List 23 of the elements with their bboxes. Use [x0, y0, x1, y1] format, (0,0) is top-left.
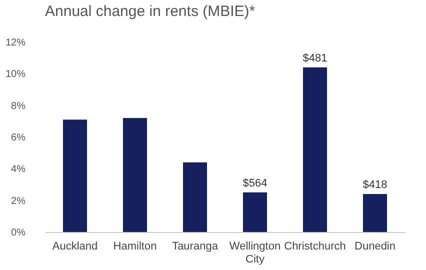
y-tick-label: 4%	[11, 164, 26, 176]
bar	[243, 192, 267, 232]
x-tick-label: Auckland	[52, 240, 98, 252]
x-tick-label: Hamilton	[113, 240, 157, 252]
annotation: $418	[362, 179, 388, 191]
annotation: $564	[242, 177, 268, 190]
annotation: $481	[302, 52, 328, 64]
bar	[123, 118, 147, 232]
y-tick-label: 6%	[11, 132, 26, 144]
x-tick-label: Tauranga	[172, 240, 219, 252]
bar	[183, 162, 207, 232]
y-tick-label: 12%	[5, 38, 26, 48]
y-tick-label: 8%	[11, 100, 26, 112]
x-tick-label: Wellington City	[229, 240, 281, 266]
chart-title: Annual change in rents (MBIE)*	[45, 3, 256, 20]
y-tick-label: 0%	[11, 228, 26, 238]
bar	[303, 67, 327, 232]
x-tick-label: Christchurch	[284, 240, 346, 252]
bar	[63, 120, 87, 232]
x-tick-label: Dunedin	[354, 240, 396, 252]
y-tick-label: 2%	[11, 196, 26, 207]
bar	[363, 194, 387, 232]
y-tick-label: 10%	[5, 69, 26, 80]
